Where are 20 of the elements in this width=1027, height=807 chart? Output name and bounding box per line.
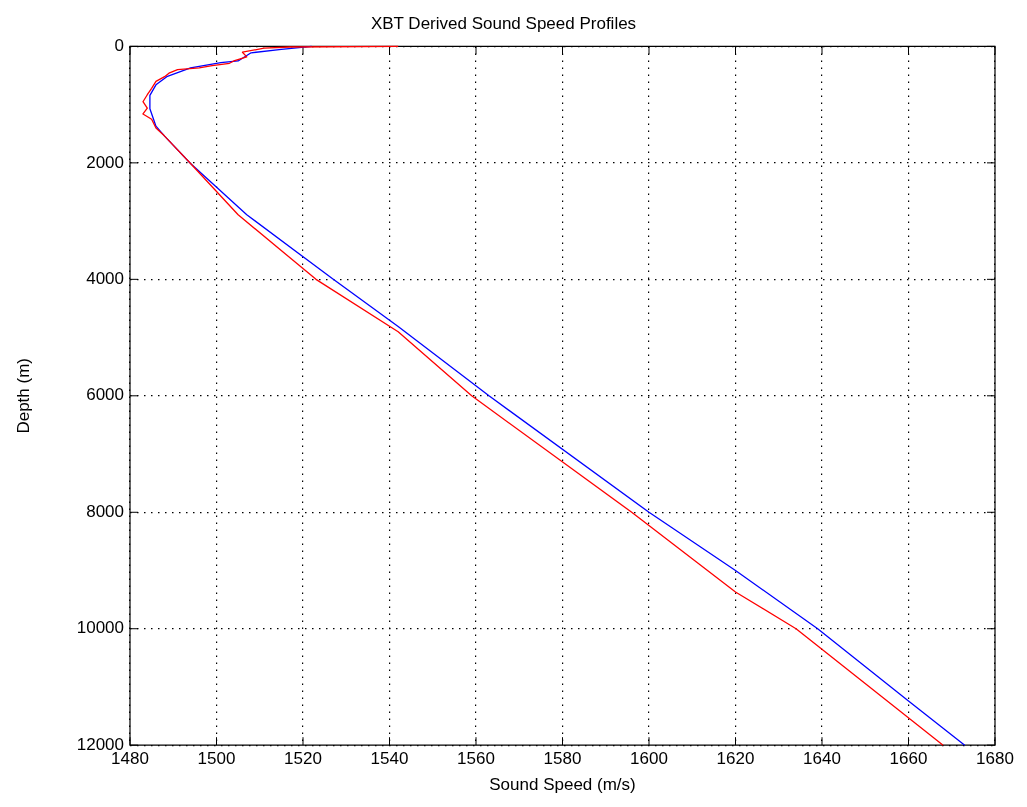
y-tick-label: 6000 bbox=[86, 385, 124, 405]
x-tick-label: 1480 bbox=[111, 749, 149, 769]
x-tick-label: 1560 bbox=[457, 749, 495, 769]
y-tick-label: 4000 bbox=[86, 269, 124, 289]
y-tick-label: 0 bbox=[114, 36, 124, 56]
x-axis-title: Sound Speed (m/s) bbox=[489, 775, 636, 795]
x-tick-label: 1680 bbox=[976, 749, 1014, 769]
x-tick-label: 1520 bbox=[284, 749, 322, 769]
x-tick-label: 1640 bbox=[803, 749, 841, 769]
x-tick-label: 1620 bbox=[716, 749, 755, 769]
x-tick-label: 1600 bbox=[630, 749, 668, 769]
chart-title: XBT Derived Sound Speed Profiles bbox=[370, 13, 637, 33]
y-axis-title: Depth (m) bbox=[13, 358, 33, 434]
y-tick-label: 8000 bbox=[86, 501, 124, 521]
x-tick-label: 1540 bbox=[370, 749, 409, 769]
x-tick-label: 1660 bbox=[889, 749, 928, 769]
x-tick-label: 1500 bbox=[197, 749, 236, 769]
x-tick-label: 1580 bbox=[543, 749, 582, 769]
y-tick-label: 2000 bbox=[86, 152, 124, 172]
y-tick-label: 10000 bbox=[76, 618, 124, 638]
